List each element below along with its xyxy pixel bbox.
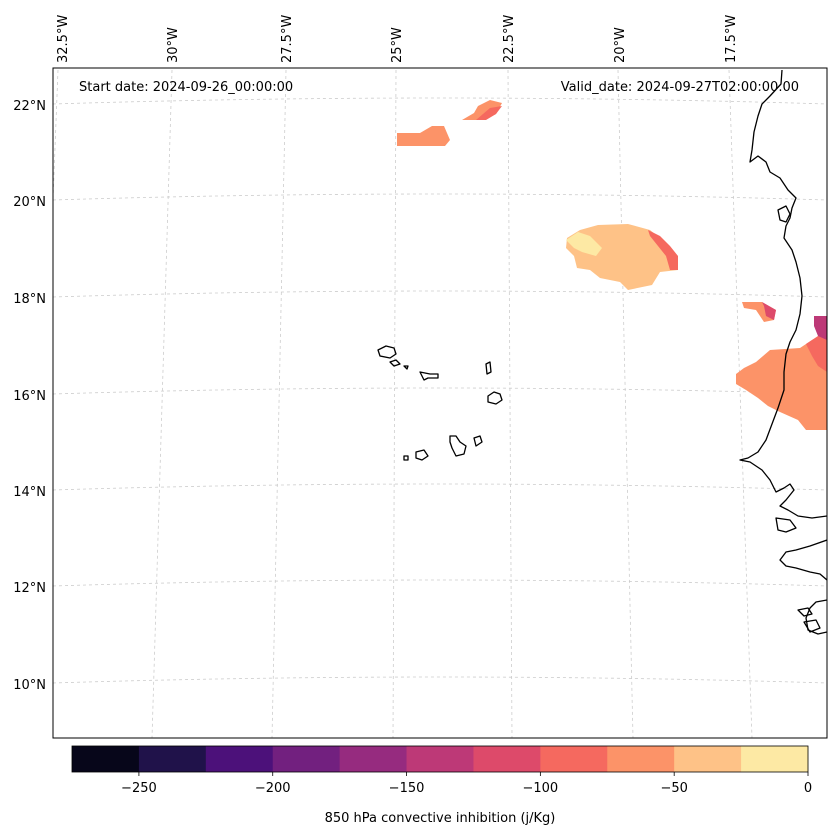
map-area bbox=[53, 68, 827, 738]
coast-inlet-4 bbox=[803, 619, 821, 633]
island-fogo bbox=[415, 449, 429, 461]
colorbar-tick-label: −200 bbox=[255, 781, 291, 796]
coastlines bbox=[377, 69, 827, 635]
lon-label: 27.5°W bbox=[280, 15, 295, 63]
lon-label: 30°W bbox=[166, 27, 181, 63]
island-sal bbox=[485, 361, 492, 375]
colorbar-swatches bbox=[72, 746, 809, 772]
longitude-labels: 32.5°W 30°W 27.5°W 25°W 22.5°W 20°W 17.5… bbox=[56, 15, 739, 63]
cin-patch-east-core bbox=[814, 316, 827, 340]
latitude-labels: 22°N 20°N 18°N 16°N 14°N 12°N 10°N bbox=[13, 99, 46, 693]
colorbar: −250 −200 −150 −100 −50 0 850 hPa convective … bbox=[71, 745, 812, 826]
colorbar-swatch bbox=[205, 746, 274, 772]
coast-inlet-3 bbox=[797, 607, 813, 617]
lat-label: 22°N bbox=[13, 99, 46, 114]
lon-label: 32.5°W bbox=[56, 15, 71, 63]
island-brava bbox=[403, 455, 409, 461]
map-frame bbox=[52, 67, 828, 739]
cin-patch-east-edge bbox=[806, 330, 827, 372]
african-coastline bbox=[739, 69, 827, 635]
lon-label: 20°W bbox=[613, 27, 628, 63]
lat-label: 14°N bbox=[13, 485, 46, 500]
colorbar-tick-label: −50 bbox=[660, 781, 687, 796]
cin-patch-north-a bbox=[397, 126, 450, 146]
colorbar-swatch bbox=[473, 746, 541, 772]
colorbar-swatch bbox=[607, 746, 675, 772]
island-sao-vicente bbox=[389, 359, 401, 367]
lat-label: 18°N bbox=[13, 292, 46, 307]
lon-label: 25°W bbox=[390, 27, 405, 63]
colorbar-tick-label: −100 bbox=[523, 781, 559, 796]
lat-label: 16°N bbox=[13, 389, 46, 404]
cin-patch-north-b-edge bbox=[476, 106, 502, 120]
colorbar-swatch bbox=[406, 746, 474, 772]
cin-patch-central-core bbox=[566, 232, 602, 256]
colorbar-swatch bbox=[540, 746, 608, 772]
lat-label: 12°N bbox=[13, 581, 46, 596]
island-boa-vista bbox=[487, 391, 503, 405]
colorbar-swatch bbox=[339, 746, 408, 772]
island-santo-antao bbox=[377, 345, 397, 359]
island-santiago bbox=[449, 435, 467, 457]
valid-date-label: Valid_date: 2024-09-27T02:00:00.00 bbox=[561, 80, 799, 95]
island-sao-nicolau bbox=[419, 371, 439, 381]
coast-inlet-1 bbox=[777, 205, 791, 223]
colorbar-label: 850 hPa convective inhibition (j/Kg) bbox=[325, 811, 556, 826]
start-date-label: Start date: 2024-09-26_00:00:00 bbox=[79, 80, 293, 95]
lon-label: 22.5°W bbox=[502, 15, 517, 63]
colorbar-swatch bbox=[138, 746, 207, 772]
graticule-meridians bbox=[53, 69, 753, 738]
colorbar-ticks: −250 −200 −150 −100 −50 0 bbox=[121, 772, 812, 796]
cin-patch-central-edge bbox=[648, 230, 678, 270]
colorbar-swatch bbox=[272, 746, 341, 772]
colorbar-swatch bbox=[72, 746, 140, 772]
graticule-parallels bbox=[53, 97, 827, 684]
cin-field bbox=[397, 100, 827, 430]
cin-patch-east-small-edge bbox=[762, 302, 776, 320]
lat-label: 20°N bbox=[13, 195, 46, 210]
island-maio bbox=[473, 435, 483, 447]
colorbar-tick-label: −250 bbox=[121, 781, 157, 796]
lon-label: 17.5°W bbox=[724, 15, 739, 63]
coast-inlet-2 bbox=[775, 517, 797, 533]
lat-label: 10°N bbox=[13, 678, 46, 693]
colorbar-tick-label: 0 bbox=[804, 781, 812, 796]
island-santa-luzia bbox=[403, 365, 409, 370]
cin-patch-east bbox=[736, 332, 827, 430]
colorbar-tick-label: −150 bbox=[389, 781, 425, 796]
colorbar-frame bbox=[71, 745, 809, 773]
colorbar-swatch bbox=[674, 746, 742, 772]
colorbar-swatch bbox=[741, 746, 809, 772]
